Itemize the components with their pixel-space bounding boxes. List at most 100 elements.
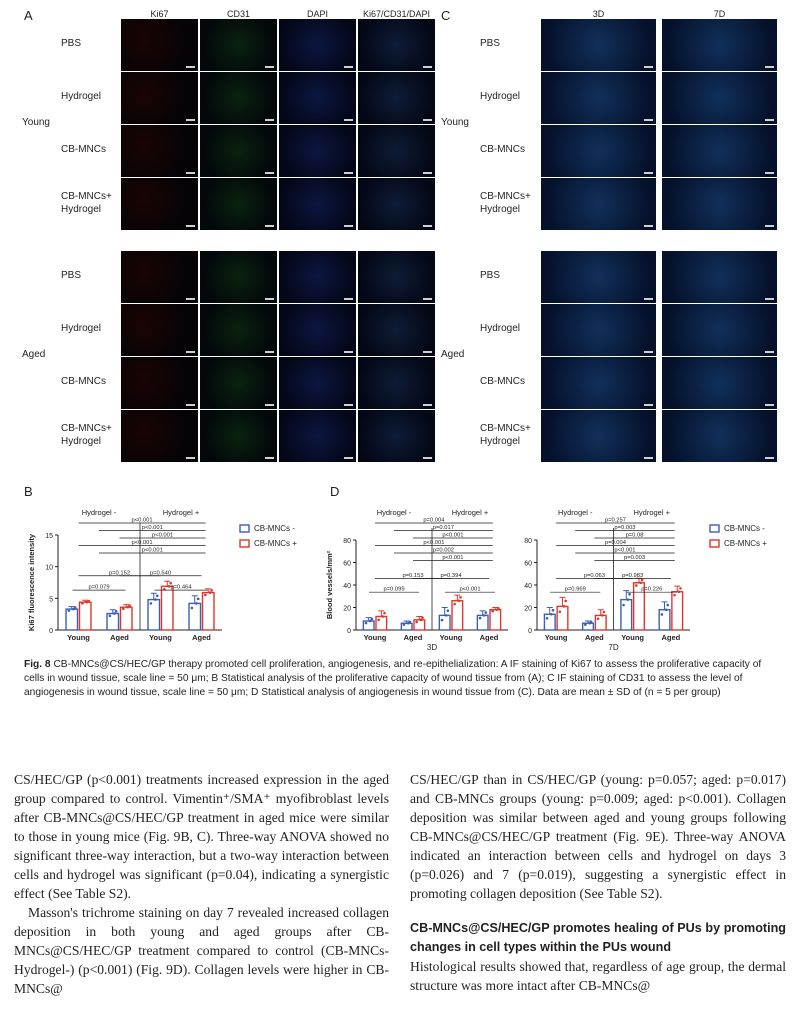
y-tick-label: 5 [49, 596, 53, 603]
data-point [459, 596, 462, 599]
data-point [408, 620, 412, 624]
y-tick-label: 40 [524, 583, 532, 590]
bar [438, 614, 451, 631]
sig-label: p<0.001 [614, 548, 635, 554]
data-point [210, 589, 213, 592]
body-paragraph: Masson's trichrome staining on day 7 rev… [14, 905, 389, 996]
sig-label: p<0.001 [423, 540, 444, 546]
x-axis-label: 3D [427, 643, 437, 652]
data-point [497, 607, 500, 610]
x-tick-label: Young [545, 633, 568, 642]
sig-label: p=0.153 [402, 573, 423, 579]
if-image [121, 72, 198, 124]
sig-label: p=0.257 [605, 518, 626, 524]
data-point [208, 591, 212, 594]
row-label: PBS [480, 270, 501, 281]
sig-label: p<0.001 [459, 587, 480, 593]
data-point [635, 584, 638, 587]
if-image [121, 125, 198, 177]
data-point [545, 617, 549, 620]
bar [658, 609, 671, 631]
if-image [279, 19, 356, 71]
if-image [200, 357, 277, 409]
sig-label: p=0.540 [150, 570, 171, 576]
sig-label: p=0.004 [423, 518, 445, 524]
data-point [601, 614, 604, 617]
legend-b-neg-label: CB-MNCs - [254, 524, 295, 533]
y-tick-label: 60 [343, 561, 351, 568]
if-image [121, 357, 198, 409]
if-image [200, 72, 277, 124]
bar [160, 585, 174, 631]
data-point [114, 609, 118, 613]
data-point [149, 602, 153, 605]
panel-letter-a: A [24, 8, 33, 23]
if-image [121, 304, 198, 356]
if-image [358, 72, 435, 124]
bar [451, 600, 464, 631]
data-point [457, 599, 461, 603]
data-point [626, 598, 630, 601]
row-label: CB-MNCs [61, 144, 106, 155]
data-point [551, 608, 555, 612]
sig-label: p=0.394 [440, 573, 462, 579]
data-point [72, 607, 75, 611]
y-tick-label: 60 [524, 561, 532, 568]
data-point [67, 609, 71, 612]
bar [147, 598, 161, 631]
x-tick-label: Aged [480, 633, 499, 642]
if-image [541, 357, 656, 409]
sig-label: p=0.152 [109, 570, 130, 576]
data-point [113, 612, 116, 615]
data-point [491, 609, 494, 613]
y-tick-label: 80 [524, 538, 532, 545]
if-image [541, 19, 656, 71]
y-axis-label: Ki67 fluorescence intensity [27, 533, 36, 631]
sig-label: p=0.003 [624, 555, 645, 561]
caption-text: CB-MNCs@CS/HEC/GP therapy promoted cell … [24, 659, 762, 698]
row-label: Hydrogel [480, 323, 521, 334]
row-label: CB-MNCs [480, 376, 525, 387]
data-point [128, 604, 131, 607]
row-label: CB-MNCs [480, 144, 525, 155]
bar [556, 605, 569, 631]
caption-label: Fig. 8 [24, 659, 51, 670]
data-point [154, 598, 157, 601]
data-point [204, 593, 207, 597]
data-point [628, 592, 631, 596]
data-point [73, 606, 77, 609]
sig-label: p=0.969 [565, 587, 586, 593]
group-label: Young [441, 117, 469, 128]
row-label: PBS [61, 38, 82, 49]
bar [65, 608, 79, 631]
sig-label: p=0.08 [626, 533, 644, 539]
sig-label: p<0.001 [131, 540, 152, 546]
legend-b-pos-label: CB-MNCs + [254, 539, 297, 548]
column-header: 7D [713, 9, 726, 19]
if-image [279, 410, 356, 462]
if-image [358, 19, 435, 71]
if-image [662, 19, 777, 71]
x-tick-label: Aged [404, 633, 423, 642]
if-image [541, 178, 656, 230]
sig-label: p<0.001 [442, 533, 463, 539]
section-heading: CB-MNCs@CS/HEC/GP promotes healing of PU… [410, 921, 786, 954]
y-tick-label: 40 [343, 583, 351, 590]
legend-cbmncs-neg-swatch [709, 524, 720, 533]
sig-label: p=0.017 [433, 525, 454, 531]
data-point [622, 603, 625, 607]
group-label: Hydrogel - [377, 508, 412, 517]
sig-label: p=0.099 [383, 587, 404, 593]
data-point [677, 590, 681, 594]
sig-label: p<0.001 [142, 525, 163, 531]
data-point [370, 617, 374, 621]
group-label: Young [22, 117, 50, 128]
data-point [673, 593, 676, 597]
panel-letter-c: C [441, 8, 451, 23]
row-label: Hydrogel [480, 91, 521, 102]
data-point [415, 620, 418, 624]
data-point [196, 597, 200, 601]
if-image [662, 178, 777, 230]
data-point [381, 615, 385, 618]
data-point [666, 603, 670, 607]
